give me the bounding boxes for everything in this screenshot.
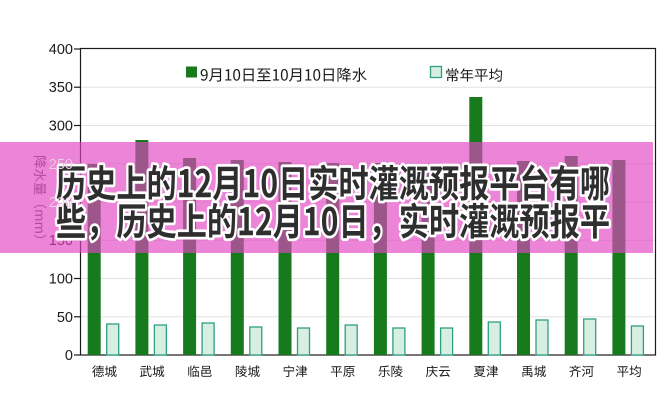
svg-text:0: 0 xyxy=(65,348,73,364)
svg-text:300: 300 xyxy=(49,119,73,135)
svg-text:250: 250 xyxy=(49,157,73,173)
svg-text:100: 100 xyxy=(49,272,73,288)
svg-text:50: 50 xyxy=(57,310,73,326)
svg-text:350: 350 xyxy=(49,80,73,96)
svg-text:200: 200 xyxy=(49,195,73,211)
svg-text:400: 400 xyxy=(49,42,73,58)
